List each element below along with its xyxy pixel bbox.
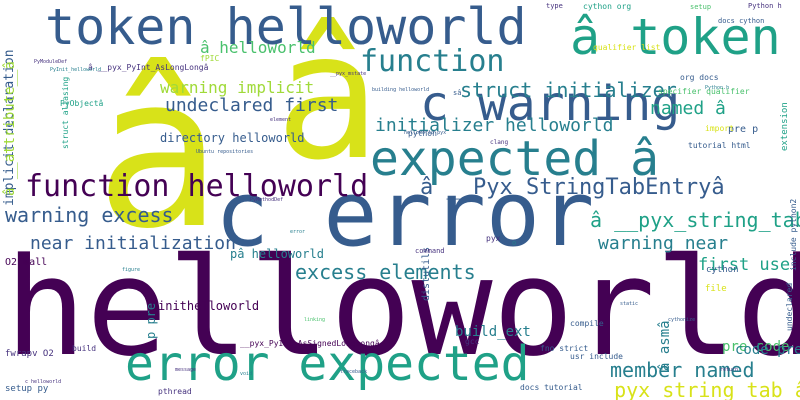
cloud-word: cython	[706, 265, 739, 275]
cloud-word: command	[415, 247, 445, 255]
cloud-word: extension	[780, 102, 790, 151]
cloud-word: warning excess	[5, 203, 174, 227]
cloud-word: build_ext	[455, 324, 531, 340]
cloud-word: o	[512, 239, 517, 247]
cloud-word: clang	[490, 139, 509, 146]
cloud-word: pre p	[728, 124, 759, 135]
cloud-word: undeclared	[785, 282, 794, 331]
cloud-word: cythonize	[668, 317, 696, 323]
cloud-word: include python2	[789, 198, 798, 271]
cloud-word: member named	[610, 358, 755, 382]
cloud-word: c warning	[420, 76, 681, 132]
cloud-word: compile	[570, 319, 604, 328]
cloud-word: â token	[570, 8, 781, 66]
cloud-word: usr include	[570, 352, 623, 361]
cloud-word: sâ	[453, 89, 462, 97]
cloud-word: p pre	[144, 302, 158, 339]
cloud-word: message	[175, 367, 197, 373]
cloud-word: first use	[698, 255, 791, 275]
cloud-word: specifier qualifier	[658, 87, 750, 96]
cloud-word: excess elements	[295, 260, 476, 284]
cloud-word: â	[95, 30, 222, 275]
cloud-word: â __attribute__â	[2, 61, 18, 196]
cloud-word: â	[275, 0, 381, 199]
cloud-word: fno strict	[540, 344, 589, 353]
cloud-word: â __pyx_string_tab	[590, 208, 800, 232]
cloud-word: inithelloworld	[158, 299, 260, 313]
cloud-word: helloworld c	[5, 229, 800, 386]
cloud-word: figure	[122, 267, 141, 273]
cloud-word: return	[720, 367, 739, 373]
cloud-word: near initialization	[30, 233, 236, 254]
cloud-word: c helloworld	[25, 379, 62, 385]
cloud-word: docs cython	[718, 17, 765, 25]
cloud-word: directory helloworld	[160, 131, 305, 145]
cloud-word: warning near	[598, 233, 729, 254]
cloud-word: â __pyx_PyInt_AsLongLongâ	[88, 63, 209, 72]
cloud-word: fwrapv O2	[5, 349, 54, 359]
cloud-word: type	[546, 2, 563, 10]
cloud-word: static	[620, 301, 639, 307]
cloud-word: PyModuleDef	[34, 59, 68, 65]
cloud-word: Python.h	[705, 85, 730, 91]
cloud-word: helloworld pyx	[404, 130, 447, 136]
cloud-word: traceback	[340, 369, 368, 375]
cloud-word: function	[360, 44, 505, 79]
cloud-word: docs tutorial	[520, 383, 583, 392]
cloud-word: PyInit_helloworld	[50, 67, 102, 73]
cloud-word: tutorial html	[688, 141, 751, 150]
cloud-word: expected â	[370, 131, 659, 187]
cloud-word: Ubuntu repositories	[196, 149, 254, 155]
cloud-word: gcc	[465, 337, 480, 346]
cloud-word: error expected	[125, 336, 530, 392]
cloud-word: â helloworld	[200, 38, 316, 57]
cloud-word: fPIC	[200, 54, 220, 63]
cloud-word: setup py	[5, 384, 49, 394]
cloud-word: function helloworld	[25, 169, 369, 204]
cloud-word: qualifier list	[593, 43, 661, 52]
cloud-word: pthread	[158, 387, 192, 396]
cloud-word: code pre	[735, 342, 800, 358]
cloud-word: struct aliasing	[61, 76, 70, 149]
cloud-word: setup	[690, 3, 712, 11]
cloud-word: python	[408, 129, 437, 138]
cloud-word: â __Pyx_StringTabEntryâ	[420, 175, 725, 200]
cloud-word: __pyx_mstate	[330, 71, 367, 77]
cloud-word: void	[240, 371, 253, 377]
cloud-word: file	[705, 284, 727, 294]
cloud-word: Python h	[748, 2, 782, 10]
cloud-word: struct initializer	[460, 78, 677, 102]
cloud-word: __pyx_PyInt_AsSignedLongLongâ	[240, 339, 380, 348]
cloud-word: c error	[215, 162, 595, 267]
cloud-word: â asmâ	[657, 320, 673, 371]
cloud-word: PyMethodDef	[250, 197, 284, 203]
cloud-word: undeclared first	[165, 95, 339, 116]
cloud-word: token helloworld	[45, 0, 527, 56]
cloud-word: element	[270, 117, 292, 123]
cloud-word: __pyx_string_tab â	[590, 378, 800, 400]
cloud-word: pre code	[722, 339, 790, 355]
cloud-word: O2 Wall	[5, 257, 48, 268]
cloud-word: pâ helloworld	[230, 247, 324, 261]
cloud-word: import	[705, 124, 734, 133]
cloud-word: warning implicit	[160, 78, 315, 97]
cloud-word: linking	[304, 317, 326, 323]
cloud-word: org docs	[680, 73, 719, 82]
cloud-word: PyObjectâ	[60, 99, 104, 108]
cloud-word: building helloworld	[372, 87, 430, 93]
cloud-word: error	[290, 229, 306, 235]
cloud-word: named â	[650, 98, 726, 119]
cloud-word: cython org	[583, 2, 632, 11]
cloud-word: pyx	[486, 234, 501, 243]
cloud-word: initializer helloworld	[375, 115, 614, 136]
cloud-word: build	[72, 344, 97, 353]
